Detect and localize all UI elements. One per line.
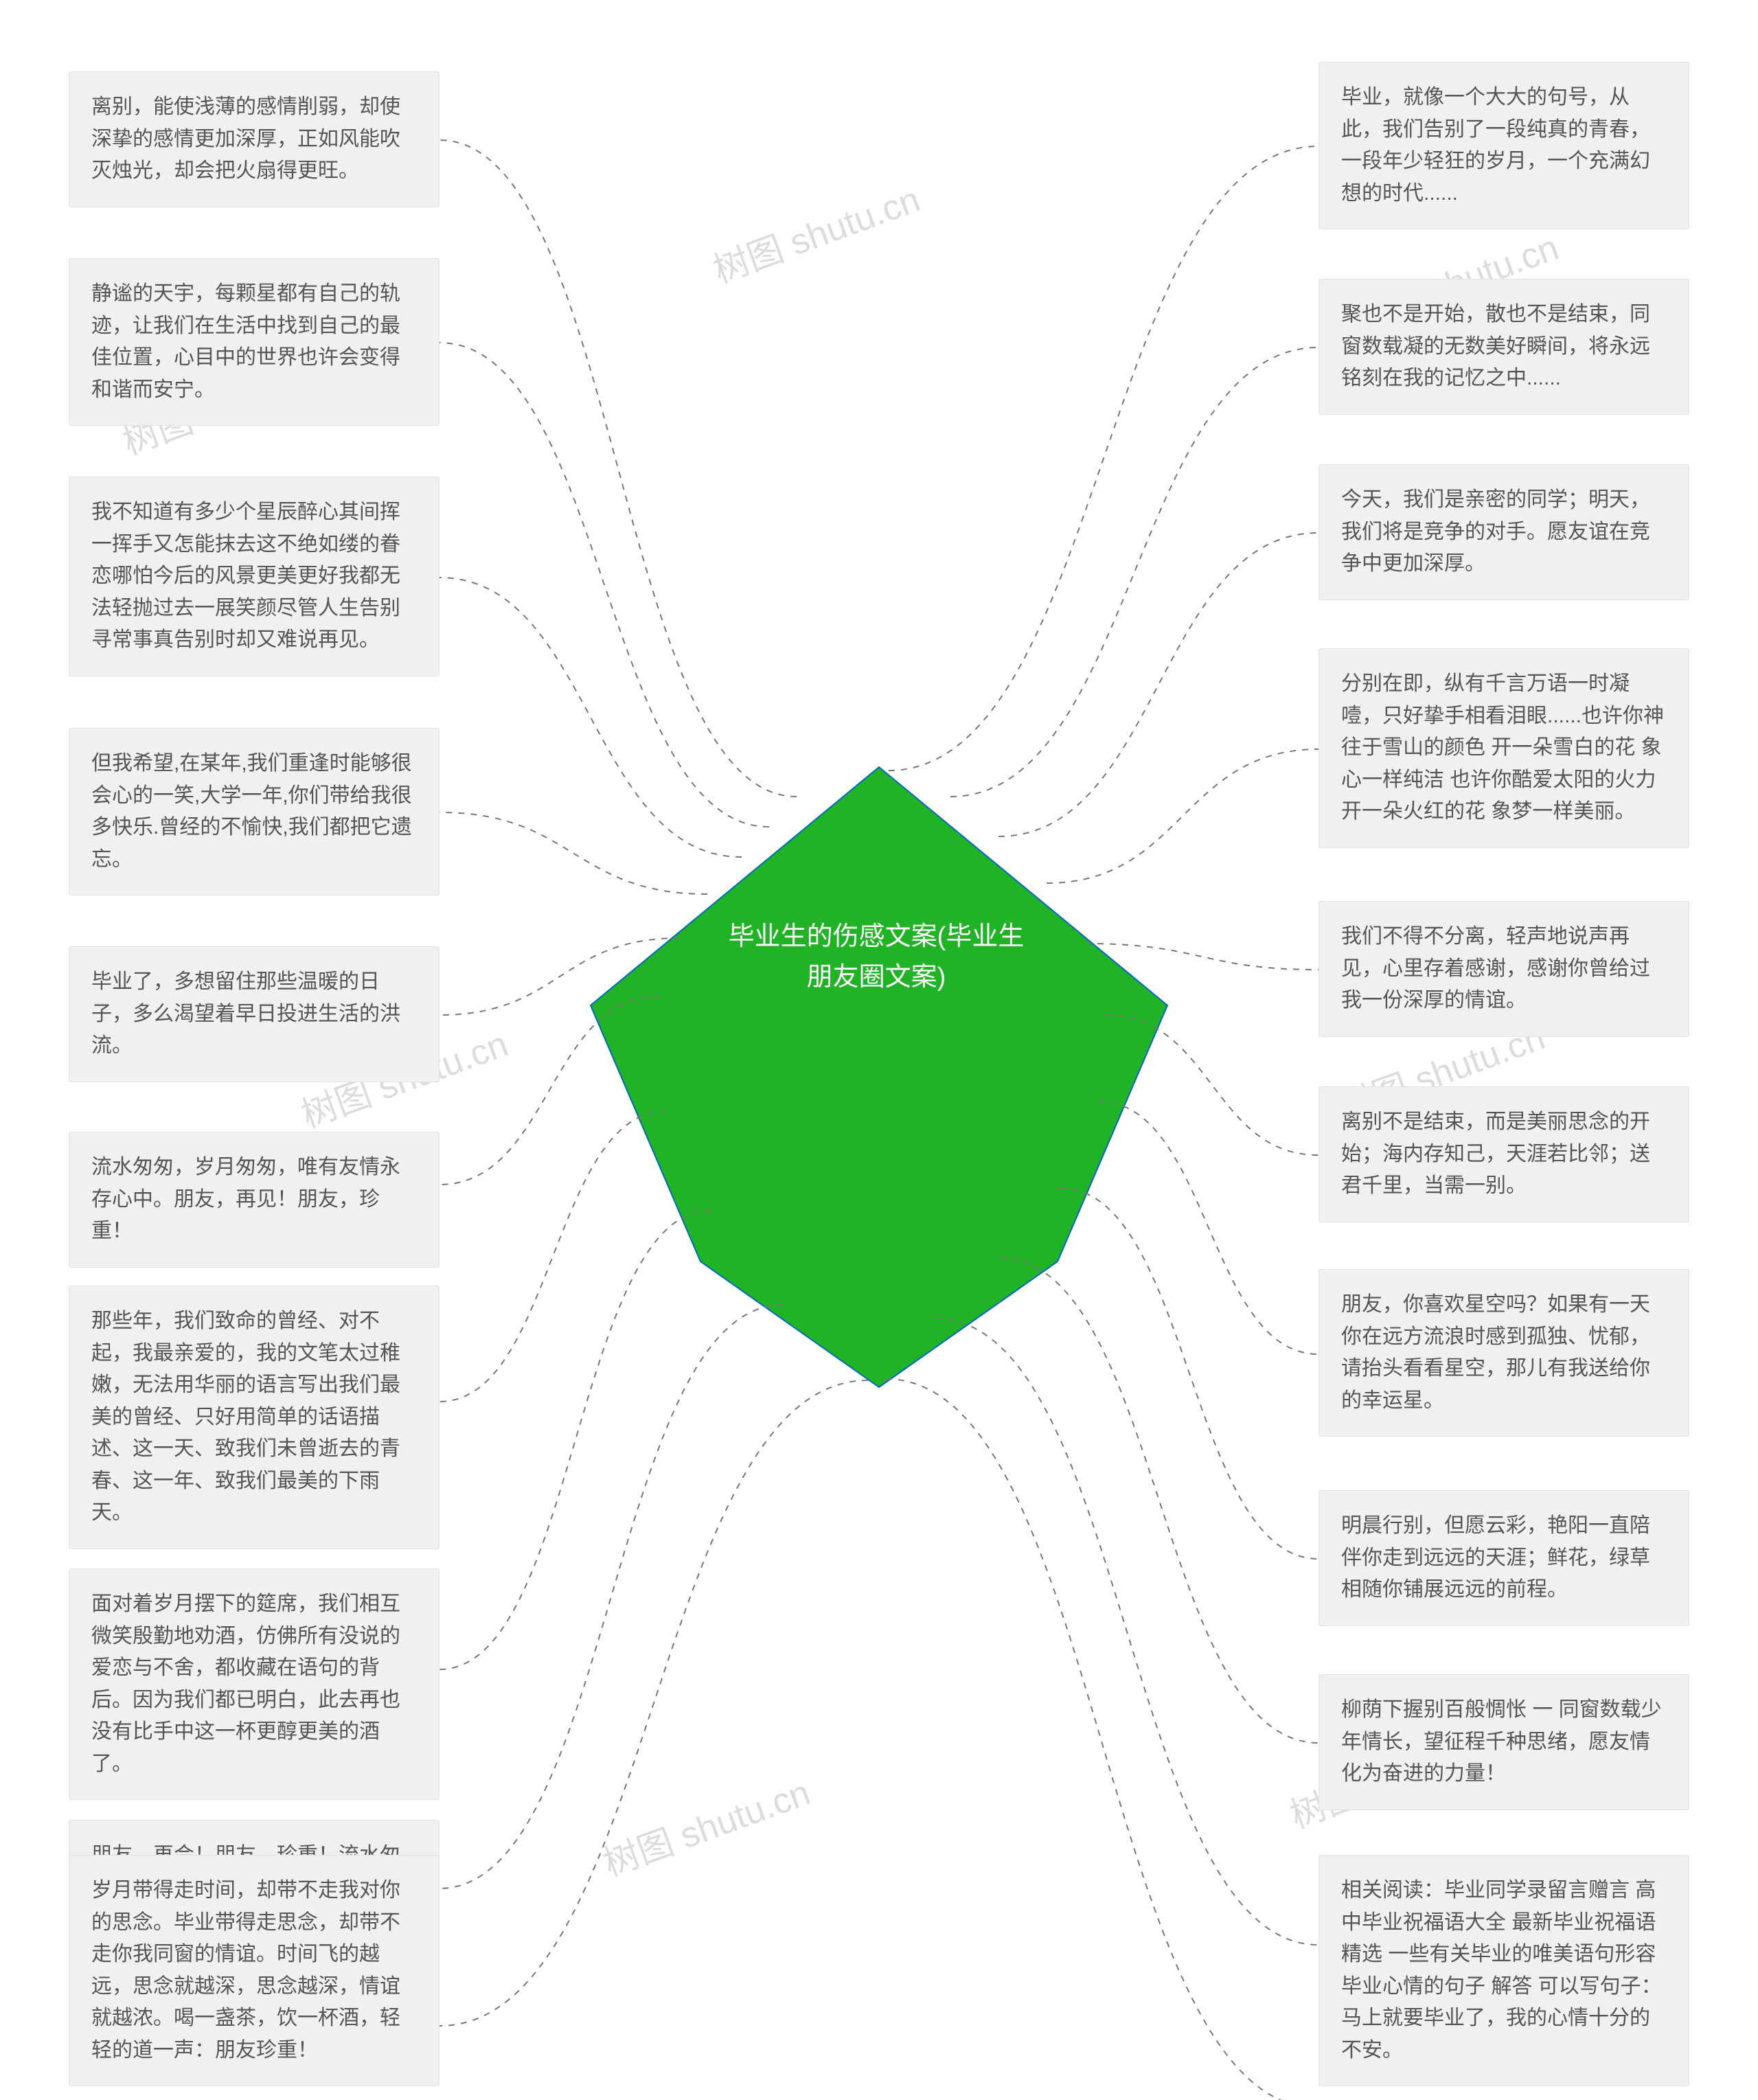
left-node-9: 岁月带得走时间，却带不走我对你的思念。毕业带得走思念，却带不走你我同窗的情谊。时… (69, 1855, 440, 2086)
center-title: 毕业生的伤感文案(毕业生朋友圈文案) (698, 917, 1055, 998)
right-node-3: 分别在即，纵有千言万语一时凝噎，只好挚手相看泪眼......也许你神往于雪山的颜… (1318, 648, 1689, 848)
right-node-4: 我们不得不分离，轻声地说声再见，心里存着感谢，感谢你曾给过我一份深厚的情谊。 (1318, 901, 1689, 1037)
watermark: 树图 shutu.cn (595, 1764, 817, 1886)
left-node-5: 流水匆匆，岁月匆匆，唯有友情永存心中。朋友，再见！朋友，珍重！ (69, 1132, 440, 1268)
watermark: 树图 shutu.cn (705, 170, 926, 293)
diagram-stage: 树图 shutu.cn树图 shutu.cn树图 shutu.cn树图 shut… (0, 0, 1758, 2100)
left-node-0: 离别，能使浅薄的感情削弱，却使深挚的感情更加深厚，正如风能吹灭烛光，却会把火扇得… (69, 71, 440, 207)
left-node-3: 但我希望,在某年,我们重逢时能够很会心的一笑,大学一年,你们带给我很多快乐.曾经… (69, 728, 440, 895)
right-node-1: 聚也不是开始，散也不是结束，同窗数载凝的无数美好瞬间，将永远铭刻在我的记忆之中.… (1318, 279, 1689, 415)
left-node-4: 毕业了，多想留住那些温暖的日子，多么渴望着早日投进生活的洪流。 (69, 946, 440, 1082)
right-node-5: 离别不是结束，而是美丽思念的开始；海内存知己，天涯若比邻；送君千里，当需一别。 (1318, 1086, 1689, 1222)
right-node-8: 柳荫下握别百般惆怅 一 同窗数载少年情长，望征程千种思绪，愿友情化为奋进的力量！ (1318, 1674, 1689, 1810)
left-node-7: 面对着岁月摆下的筵席，我们相互微笑殷勤地劝酒，仿佛所有没说的爱恋与不舍，都收藏在… (69, 1568, 440, 1800)
left-node-6: 那些年，我们致命的曾经、对不起，我最亲爱的，我的文笔太过稚嫩，无法用华丽的语言写… (69, 1286, 440, 1549)
right-node-0: 毕业，就像一个大大的句号，从此，我们告别了一段纯真的青春，一段年少轻狂的岁月，一… (1318, 62, 1689, 229)
left-node-2: 我不知道有多少个星辰醉心其间挥一挥手又怎能抹去这不绝如缕的眷恋哪怕今后的风景更美… (69, 477, 440, 676)
right-node-2: 今天，我们是亲密的同学；明天，我们将是竞争的对手。愿友谊在竞争中更加深厚。 (1318, 464, 1689, 600)
left-node-1: 静谧的天宇，每颗星都有自己的轨迹，让我们在生活中找到自己的最佳位置，心目中的世界… (69, 258, 440, 426)
right-node-6: 朋友，你喜欢星空吗？如果有一天你在远方流浪时感到孤独、忧郁，请抬头看看星空，那儿… (1318, 1269, 1689, 1437)
right-node-10: 相关阅读：毕业同学录留言赠言 高中毕业祝福语大全 最新毕业祝福语精选 一些有关毕… (1318, 1855, 1689, 2086)
right-node-7: 明晨行别，但愿云彩，艳阳一直陪伴你走到远远的天涯；鲜花，绿草相随你铺展远远的前程… (1318, 1490, 1689, 1626)
